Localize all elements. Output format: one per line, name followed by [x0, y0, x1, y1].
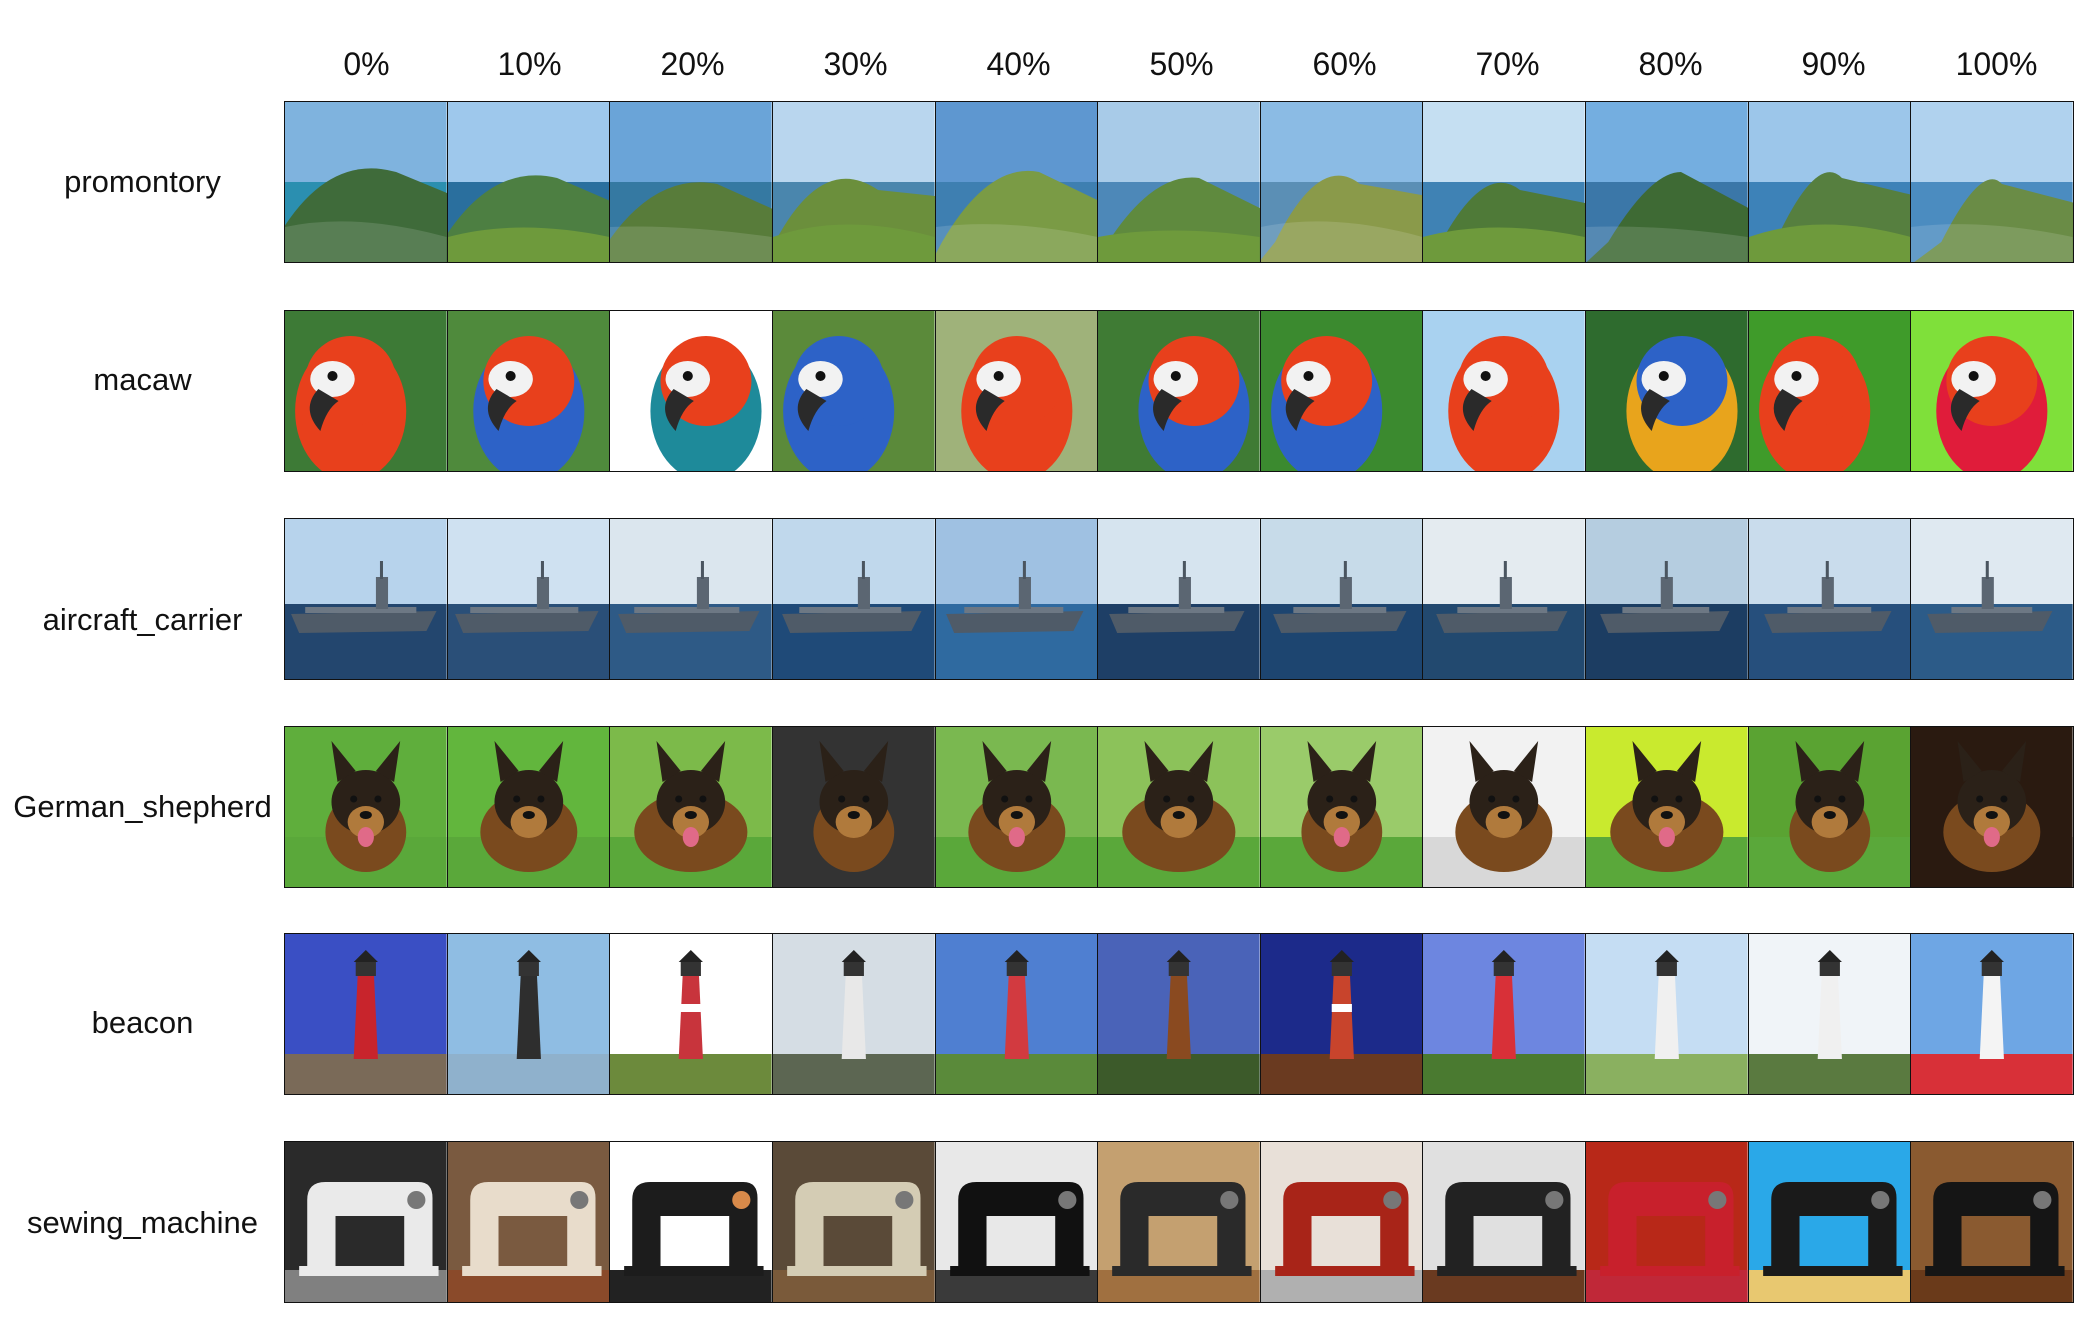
- lighthouse-scene: [609, 934, 772, 1094]
- macaw-scene: [1910, 311, 2073, 471]
- carrier-scene: [934, 519, 1098, 679]
- sewing-scene: [1259, 1142, 1423, 1302]
- promontory-scene: [1422, 102, 1586, 262]
- macaw-scene: [771, 311, 935, 471]
- image-strip: [284, 518, 2074, 680]
- sewing-scene: [1910, 1142, 2073, 1302]
- promontory-scene: [1259, 102, 1423, 262]
- lighthouse-scene: [1747, 934, 1911, 1094]
- macaw-scene: [1259, 311, 1423, 471]
- lighthouse-scene: [1910, 934, 2073, 1094]
- promontory-scene: [1097, 102, 1260, 262]
- lighthouse-scene: [934, 934, 1098, 1094]
- macaw-scene: [609, 311, 772, 471]
- image-strip: [284, 1141, 2074, 1303]
- lighthouse-scene: [1422, 934, 1586, 1094]
- image-strip: [284, 933, 2074, 1095]
- macaw-scene: [446, 311, 610, 471]
- carrier-scene: [1747, 519, 1911, 679]
- column-label: 60%: [1312, 46, 1377, 82]
- sewing-scene: [1097, 1142, 1260, 1302]
- carrier-scene: [1910, 519, 2073, 679]
- shepherd-scene: [1585, 727, 1748, 887]
- promontory-scene: [1910, 102, 2073, 262]
- promontory-scene: [771, 102, 935, 262]
- sewing-scene: [1747, 1142, 1911, 1302]
- carrier-scene: [446, 519, 610, 679]
- macaw-scene: [1422, 311, 1586, 471]
- promontory-scene: [609, 102, 772, 262]
- column-label: 80%: [1638, 46, 1703, 82]
- column-label: 30%: [823, 46, 888, 82]
- column-label: 50%: [1149, 46, 1214, 82]
- carrier-scene: [1422, 519, 1586, 679]
- macaw-scene: [934, 311, 1098, 471]
- column-label: 0%: [343, 46, 390, 82]
- promontory-scene: [446, 102, 610, 262]
- shepherd-scene: [771, 727, 935, 887]
- promontory-scene: [285, 102, 447, 262]
- column-label: 10%: [497, 46, 562, 82]
- macaw-scene: [285, 311, 447, 471]
- shepherd-scene: [1097, 727, 1260, 887]
- shepherd-scene: [285, 727, 447, 887]
- lighthouse-scene: [1585, 934, 1748, 1094]
- shepherd-scene: [446, 727, 610, 887]
- promontory-scene: [1585, 102, 1748, 262]
- row-label: macaw: [93, 362, 192, 397]
- column-label: 70%: [1475, 46, 1540, 82]
- shepherd-scene: [609, 727, 772, 887]
- column-label: 20%: [660, 46, 725, 82]
- shepherd-scene: [1910, 727, 2073, 887]
- row-label: sewing_machine: [27, 1205, 258, 1240]
- column-label: 100%: [1955, 46, 2038, 82]
- lighthouse-scene: [771, 934, 935, 1094]
- row-label: promontory: [64, 164, 221, 199]
- lighthouse-scene: [1097, 934, 1260, 1094]
- carrier-scene: [1259, 519, 1423, 679]
- sewing-scene: [1422, 1142, 1586, 1302]
- sewing-scene: [771, 1142, 935, 1302]
- carrier-scene: [1097, 519, 1260, 679]
- sewing-scene: [1585, 1142, 1748, 1302]
- lighthouse-scene: [1259, 934, 1423, 1094]
- row-label: German_shepherd: [13, 789, 272, 824]
- sewing-scene: [609, 1142, 772, 1302]
- sewing-scene: [934, 1142, 1098, 1302]
- shepherd-scene: [1259, 727, 1423, 887]
- macaw-scene: [1747, 311, 1911, 471]
- shepherd-scene: [934, 727, 1098, 887]
- shepherd-scene: [1422, 727, 1586, 887]
- promontory-scene: [1747, 102, 1911, 262]
- promontory-scene: [934, 102, 1098, 262]
- image-strip: [284, 726, 2074, 888]
- row-label: aircraft_carrier: [42, 602, 243, 637]
- macaw-scene: [1097, 311, 1260, 471]
- carrier-scene: [285, 519, 447, 679]
- lighthouse-scene: [446, 934, 610, 1094]
- carrier-scene: [609, 519, 772, 679]
- lighthouse-scene: [285, 934, 447, 1094]
- column-label: 90%: [1801, 46, 1866, 82]
- shepherd-scene: [1747, 727, 1911, 887]
- sewing-scene: [285, 1142, 447, 1302]
- macaw-scene: [1585, 311, 1748, 471]
- sewing-scene: [446, 1142, 610, 1302]
- carrier-scene: [1585, 519, 1748, 679]
- column-label: 40%: [986, 46, 1051, 82]
- row-label: beacon: [91, 1005, 194, 1040]
- image-strip: [284, 101, 2074, 263]
- carrier-scene: [771, 519, 935, 679]
- image-strip: [284, 310, 2074, 472]
